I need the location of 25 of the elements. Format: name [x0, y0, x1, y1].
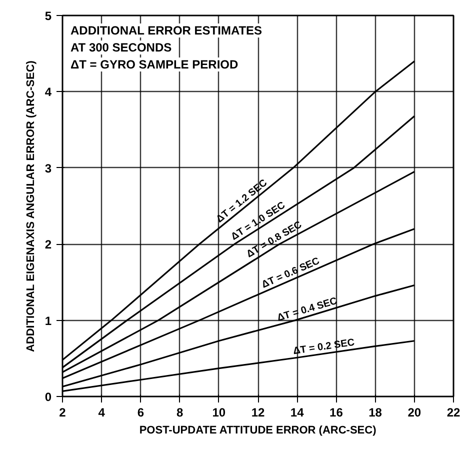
y-tick-label: 0	[44, 390, 52, 404]
text: ΔT = 0.6 SEC	[260, 256, 322, 291]
y-axis-title: ADDITIONAL EIGENAXIS ANGULAR ERROR (ARC-SEC)	[24, 60, 37, 352]
y-tick-label: 4	[44, 85, 52, 100]
x-axis-title: POST-UPDATE ATTITUDE ERROR (ARC-SEC)	[139, 424, 377, 436]
y-tick-label: 2	[44, 238, 52, 252]
x-tick-label: 8	[176, 406, 184, 420]
x-tick-label: 18	[368, 406, 382, 420]
annotation: ADDITIONAL ERROR ESTIMATES	[70, 24, 262, 38]
text: ΔT = 0.4 SEC	[276, 296, 339, 324]
y-tick-label: 3	[44, 161, 52, 176]
x-tick-label: 14	[290, 406, 304, 420]
x-tick-label: 20	[408, 406, 422, 420]
y-tick-label: 1	[44, 314, 52, 328]
annotation: ΔT = GYRO SAMPLE PERIOD	[70, 58, 238, 72]
x-tick-label: 12	[251, 406, 265, 420]
x-tick-label: 6	[137, 406, 144, 420]
x-tick-label: 10	[212, 406, 226, 420]
annotation: AT 300 SECONDS	[70, 40, 172, 54]
x-tick-label: 2	[59, 406, 66, 420]
x-tick-label: 22	[446, 406, 460, 420]
y-tick-label: 5	[44, 9, 52, 23]
x-tick-label: 4	[98, 406, 106, 420]
text: ΔT = 0.2 SEC	[292, 337, 356, 358]
x-tick-label: 16	[330, 406, 344, 420]
